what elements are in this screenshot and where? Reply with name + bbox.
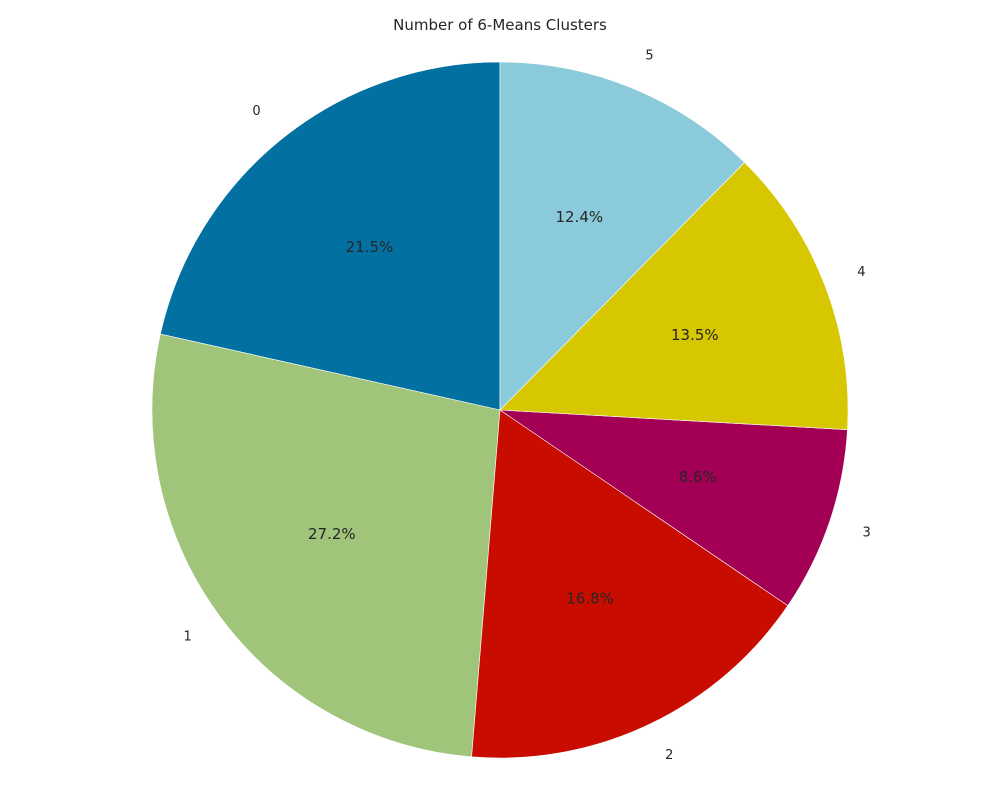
pie-slice-5 [499,61,745,411]
pie-slice-3 [498,409,848,607]
category-label-0: 0 [252,104,260,119]
pie-slice-2 [471,409,789,759]
chart-title: Number of 6-Means Clusters [393,16,607,34]
category-label-5: 5 [645,48,653,63]
pie-slice-1 [151,333,501,758]
percent-labels: 21.5% 27.2% 16.8% 8.6% 13.5% 12.4% [308,208,719,608]
category-label-4: 4 [857,265,865,280]
pie-slices [151,61,849,759]
percent-label-2: 16.8% [566,589,614,607]
percent-label-1: 27.2% [308,525,356,543]
percent-label-4: 13.5% [671,326,719,344]
category-label-1: 1 [183,629,191,644]
pie-slice-0 [160,61,501,411]
category-label-2: 2 [665,748,673,763]
category-label-3: 3 [863,525,871,540]
pie-slice-4 [499,161,849,430]
percent-label-3: 8.6% [679,468,717,486]
percent-label-0: 21.5% [346,238,394,256]
percent-label-5: 12.4% [555,208,603,226]
category-labels: 0 1 2 3 4 5 [183,48,870,762]
